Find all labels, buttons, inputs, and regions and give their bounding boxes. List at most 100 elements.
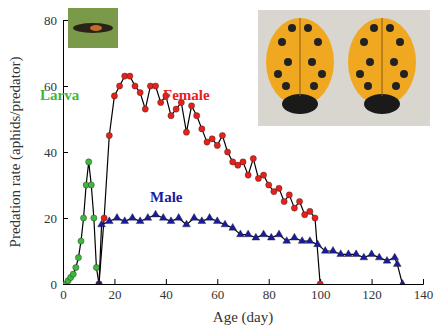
data-point	[219, 132, 225, 138]
data-point	[213, 217, 221, 224]
y-axis: 020406080	[44, 13, 68, 292]
x-tick: 80	[263, 279, 276, 302]
plot-marks	[63, 73, 406, 284]
ladybird-spot	[278, 38, 286, 46]
data-point	[283, 237, 291, 244]
data-point	[206, 214, 214, 221]
ladybird-spot	[282, 82, 290, 90]
x-tick: 140	[414, 279, 434, 302]
ladybird-spot	[396, 38, 404, 46]
ladybird-spot	[370, 24, 378, 32]
ladybird-shell	[348, 18, 416, 106]
x-tick: 40	[160, 279, 173, 302]
x-tick: 60	[211, 279, 224, 302]
data-point	[244, 230, 252, 237]
data-point	[375, 253, 383, 260]
larva-photo	[68, 8, 118, 48]
data-point	[298, 237, 306, 244]
ladybird-spot	[364, 82, 372, 90]
data-point	[237, 230, 245, 237]
data-point	[391, 253, 399, 260]
series-line	[66, 162, 99, 284]
data-point	[173, 106, 179, 112]
data-point	[132, 83, 138, 89]
data-point	[317, 281, 323, 284]
ladybird-head	[282, 94, 318, 114]
x-tick-label: 60	[211, 287, 224, 302]
ladybird-seam	[382, 18, 383, 96]
data-point	[245, 172, 251, 178]
data-point	[260, 230, 268, 237]
x-tick: 120	[362, 279, 382, 302]
data-point	[98, 220, 106, 227]
data-point	[240, 159, 246, 165]
data-point	[383, 256, 391, 263]
ladybird-spot	[304, 24, 312, 32]
data-point	[221, 220, 229, 227]
data-point	[137, 90, 143, 96]
data-point	[152, 83, 158, 89]
data-point	[93, 264, 99, 270]
data-point	[209, 136, 215, 142]
data-point	[345, 250, 353, 257]
data-point	[95, 280, 103, 284]
data-point	[136, 217, 144, 224]
data-point	[86, 159, 92, 165]
data-point	[360, 253, 368, 260]
ladybird-spot	[392, 82, 400, 90]
x-tick-label: 20	[108, 287, 121, 302]
x-tick-mark	[269, 279, 270, 284]
data-point	[159, 214, 167, 221]
data-point	[312, 215, 318, 221]
y-tick-mark	[63, 284, 68, 285]
data-point	[276, 185, 282, 191]
data-point	[314, 240, 322, 247]
data-point	[296, 198, 302, 204]
data-point	[121, 217, 129, 224]
x-tick-label: 0	[60, 287, 67, 302]
chart: 020406080100120140020406080Age (day)Pred…	[0, 0, 438, 336]
y-tick: 40	[44, 145, 68, 160]
x-tick-label: 140	[414, 287, 434, 302]
series-line	[99, 215, 402, 284]
ladybird-photo	[258, 10, 430, 126]
larva-spot	[90, 25, 102, 31]
data-point	[275, 230, 283, 237]
data-point	[266, 182, 272, 188]
x-tick-label: 40	[160, 287, 173, 302]
series-line	[99, 76, 320, 284]
y-tick-mark	[63, 218, 68, 219]
series-label: Female	[163, 87, 210, 103]
ladybird-spot	[360, 38, 368, 46]
y-tick-mark	[63, 152, 68, 153]
x-axis: 0 20 40 60 80 100 120 140	[60, 279, 433, 302]
ladybird-spot	[284, 58, 292, 66]
data-point	[70, 271, 76, 277]
data-point	[399, 280, 407, 284]
data-point	[113, 214, 121, 221]
data-point	[214, 142, 220, 148]
data-point	[190, 214, 198, 221]
data-point	[91, 215, 97, 221]
x-tick-mark	[114, 279, 115, 284]
ladybird-spot	[318, 70, 326, 78]
x-tick-mark	[372, 279, 373, 284]
ladybird-spot	[310, 82, 318, 90]
ladybird-spot	[386, 24, 394, 32]
data-point	[329, 247, 337, 254]
data-point	[250, 156, 256, 162]
data-point	[129, 214, 137, 221]
data-point	[337, 250, 345, 257]
data-point	[291, 205, 297, 211]
data-point	[267, 233, 275, 240]
ladybird-spot	[274, 70, 282, 78]
x-tick-label: 80	[263, 287, 276, 302]
data-point	[167, 217, 175, 224]
x-tick-label: 100	[311, 287, 331, 302]
ladybird-spot	[356, 70, 364, 78]
data-point	[352, 250, 360, 257]
data-point	[224, 149, 230, 155]
data-point	[286, 192, 292, 198]
data-point	[368, 250, 376, 257]
data-point	[105, 217, 113, 224]
